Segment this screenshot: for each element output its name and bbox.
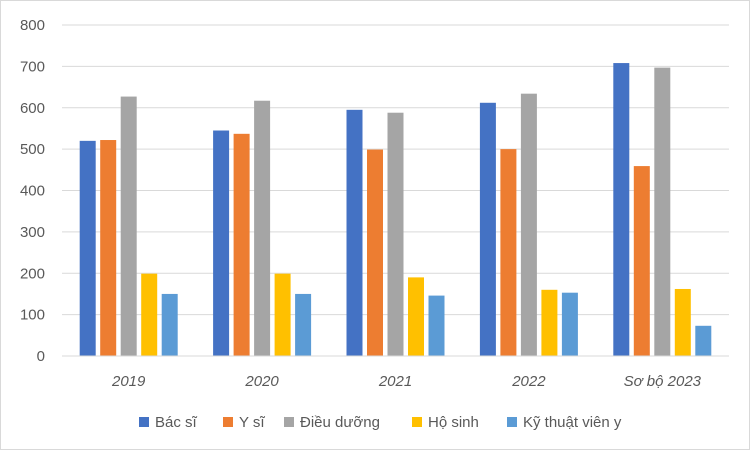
legend-label: Y sĩ <box>239 414 265 431</box>
bar <box>541 289 558 356</box>
x-tick-label: Sơ bộ 2023 <box>624 373 702 390</box>
legend-swatch <box>284 417 294 427</box>
y-tick-label: 600 <box>20 100 45 117</box>
bar <box>233 133 250 356</box>
bar <box>387 112 404 356</box>
y-tick-label: 100 <box>20 307 45 324</box>
bar <box>254 100 271 356</box>
bar <box>479 102 496 356</box>
legend-label: Kỹ thuật viên y <box>523 414 622 431</box>
legend-swatch <box>223 417 233 427</box>
x-tick-label: 2019 <box>111 373 146 390</box>
bar <box>120 96 137 357</box>
y-tick-label: 700 <box>20 58 45 75</box>
y-tick-label: 200 <box>20 265 45 282</box>
x-tick-label: 2020 <box>244 373 279 390</box>
legend-swatch <box>412 417 422 427</box>
bar <box>100 140 117 356</box>
legend: Bác sĩ Y sĩ Điều dưỡng Hộ sinh Kỹ thuật viên… <box>139 414 622 431</box>
bar <box>295 293 312 356</box>
y-tick-label: 800 <box>20 17 45 34</box>
bar <box>161 293 178 356</box>
x-tick-label: 2022 <box>511 373 546 390</box>
bar <box>274 273 291 356</box>
y-axis-tick-labels: 0 100 200 300 400 500 600 700 800 <box>20 17 45 365</box>
bar <box>613 63 630 356</box>
bars <box>79 63 712 357</box>
bar <box>674 288 691 356</box>
bar <box>633 166 650 356</box>
y-tick-label: 0 <box>37 348 45 365</box>
x-tick-label: 2021 <box>378 373 412 390</box>
legend-swatch <box>139 417 149 427</box>
bar <box>79 140 96 356</box>
bar <box>213 130 230 356</box>
bar <box>408 277 424 356</box>
legend-swatch <box>507 417 517 427</box>
legend-label: Hộ sinh <box>428 414 479 431</box>
bar <box>346 109 363 356</box>
bar <box>695 325 712 356</box>
x-axis-tick-labels: 2019 2020 2021 2022 Sơ bộ 2023 <box>111 373 702 390</box>
y-tick-label: 300 <box>20 224 45 241</box>
bar <box>500 149 517 356</box>
bar <box>367 149 383 356</box>
bar <box>141 273 158 356</box>
bar <box>520 93 537 357</box>
bar <box>654 67 671 357</box>
y-tick-label: 400 <box>20 183 45 200</box>
y-tick-label: 500 <box>20 141 45 158</box>
legend-label: Bác sĩ <box>155 414 198 431</box>
legend-label: Điều dưỡng <box>300 414 380 431</box>
bar <box>428 295 445 356</box>
bar <box>561 292 578 356</box>
